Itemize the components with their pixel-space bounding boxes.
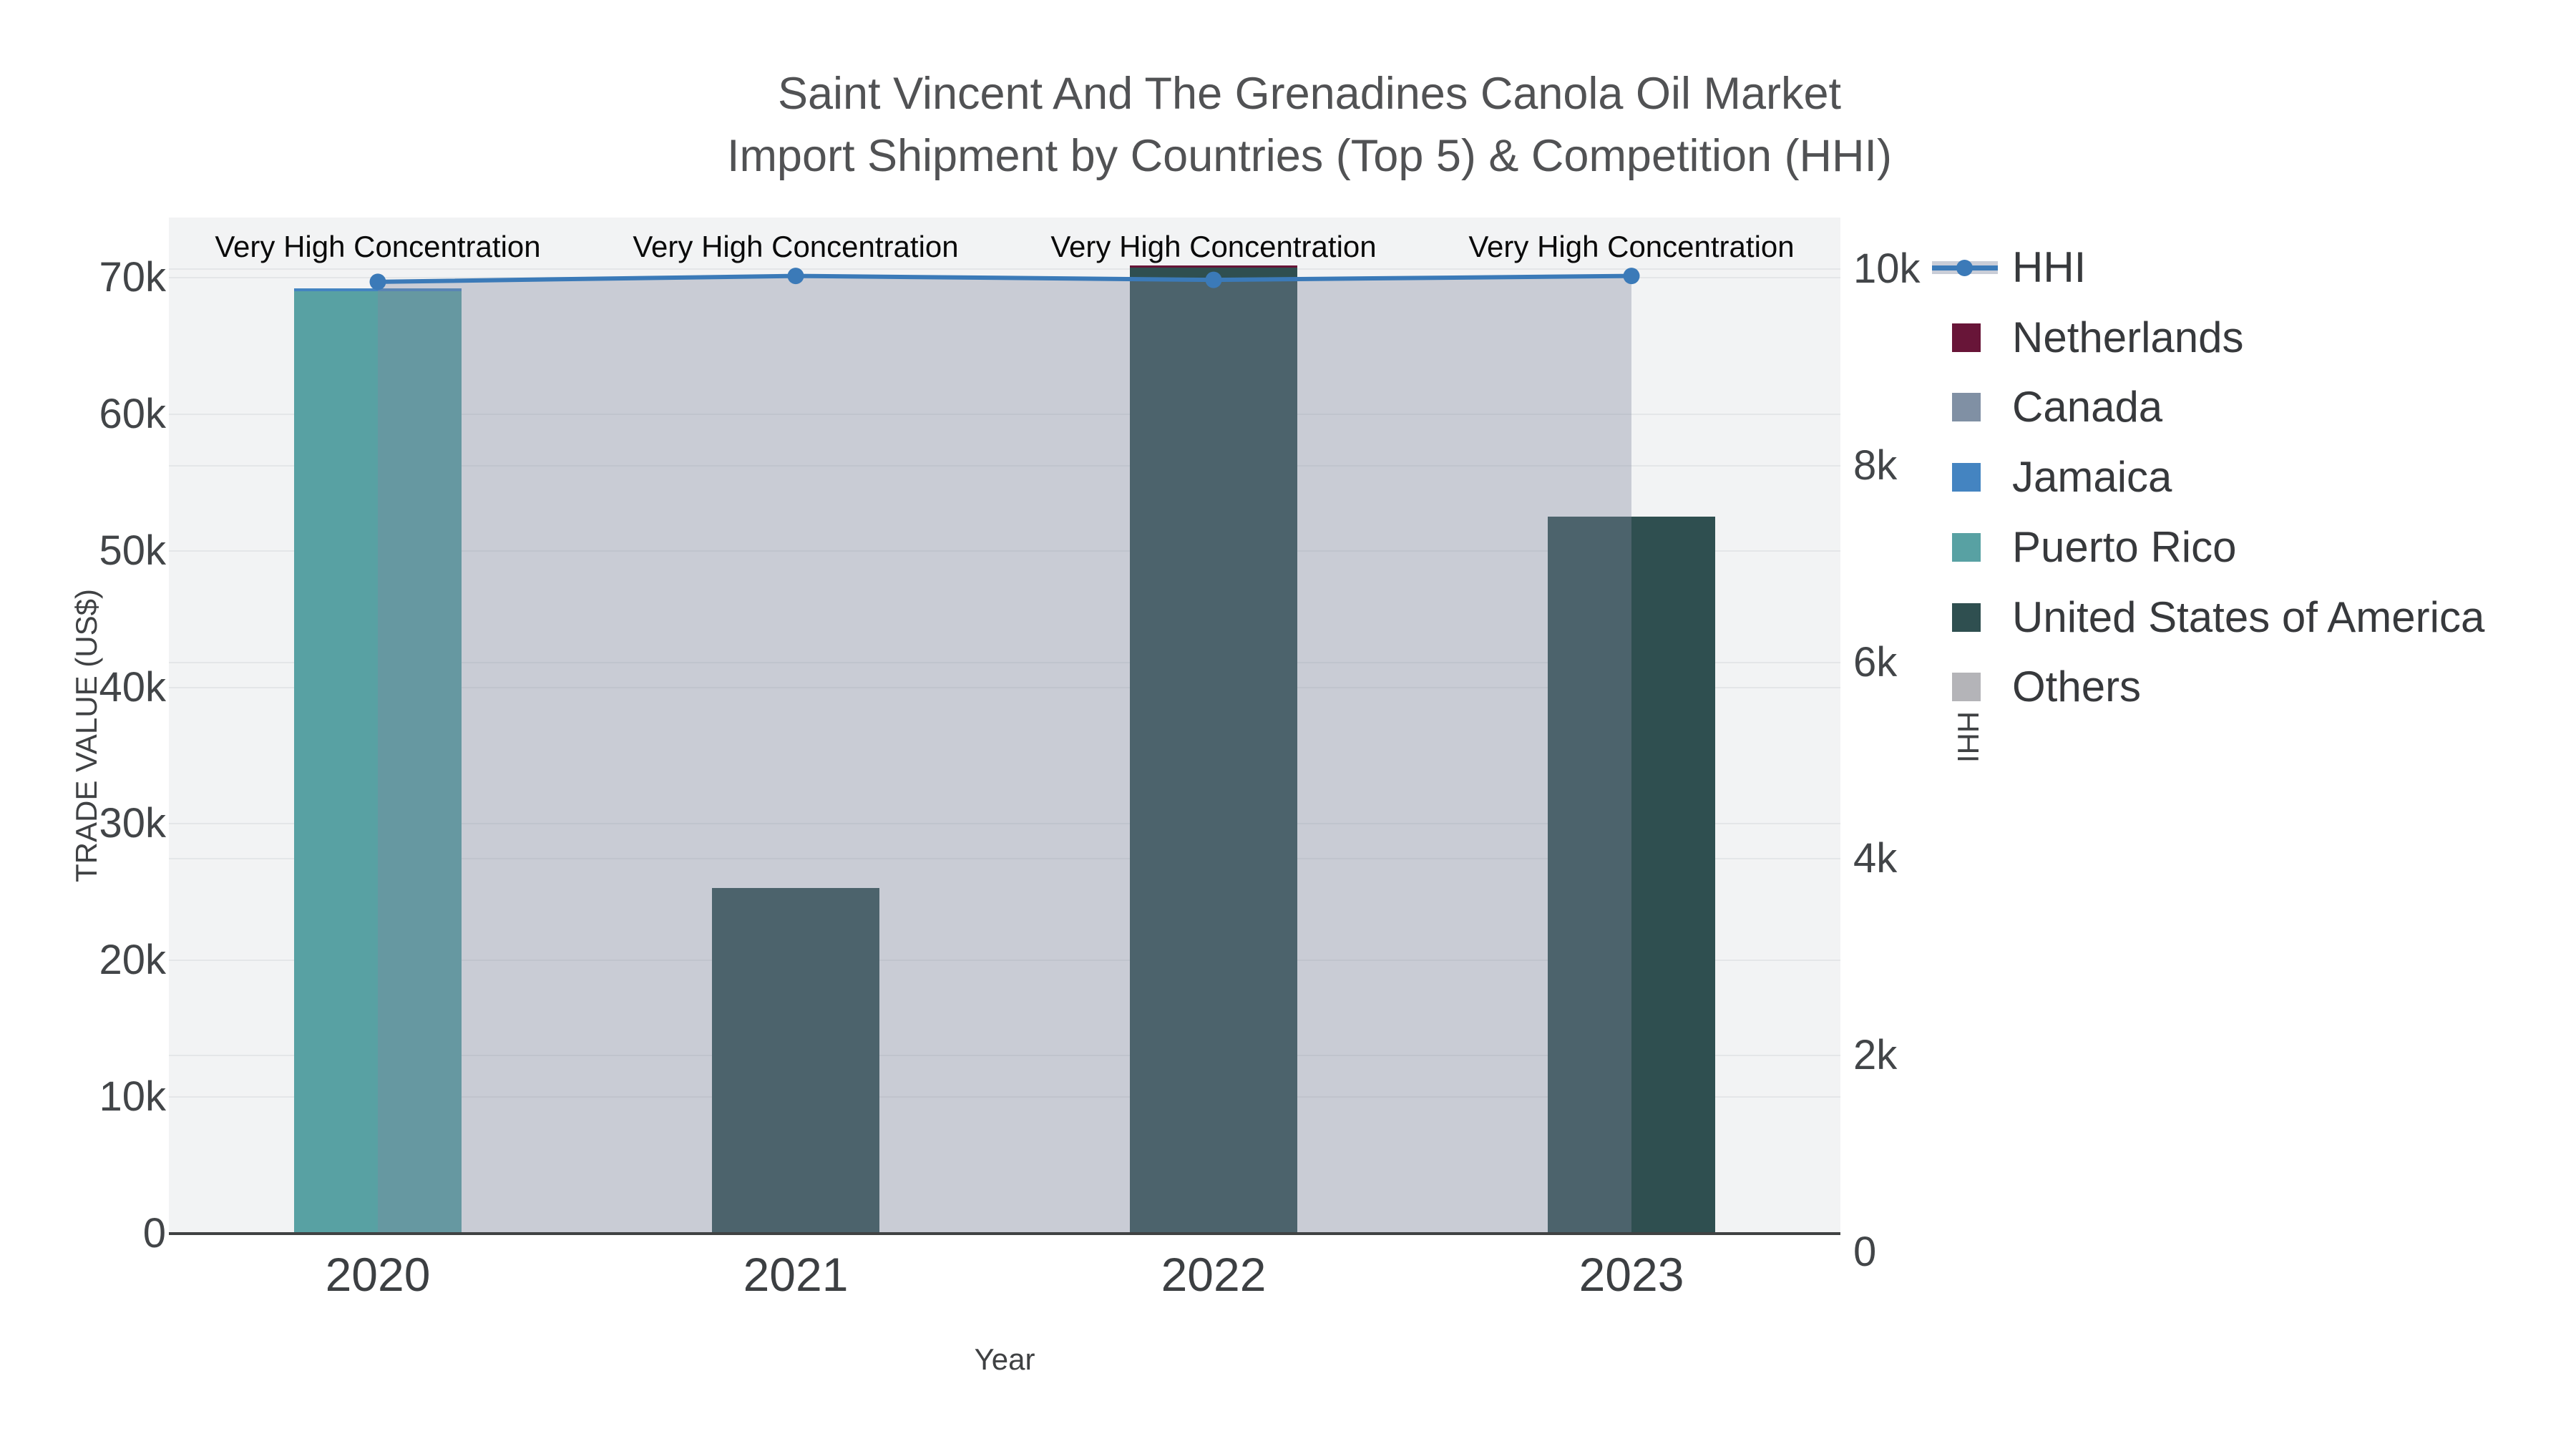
- legend-item-others[interactable]: Others: [1932, 662, 2141, 712]
- y-axis-tick-left-0: 0: [142, 1210, 166, 1257]
- gridline-left-40000: [169, 686, 1840, 688]
- legend-swatch-united-states-of-america: [1932, 601, 1998, 634]
- concentration-annotation-2020: Very High Concentration: [215, 230, 541, 263]
- legend-item-hhi[interactable]: HHI: [1932, 243, 2086, 293]
- y-axis-tick-right-8k: 8k: [1853, 441, 1898, 489]
- chart-title-line-1: Saint Vincent And The Grenadines Canola …: [777, 69, 1842, 119]
- x-axis-title: Year: [974, 1342, 1035, 1376]
- y-axis-tick-left-20k: 20k: [99, 937, 166, 984]
- legend-label: United States of America: [2012, 592, 2485, 641]
- legend-item-jamaica[interactable]: Jamaica: [1932, 452, 2172, 502]
- color-swatch-icon: [1952, 323, 1981, 352]
- y-axis-tick-left-40k: 40k: [99, 663, 166, 711]
- x-axis-tick-2021: 2021: [743, 1248, 849, 1301]
- legend-swatch-others: [1932, 670, 1998, 703]
- y-axis-tick-left-50k: 50k: [99, 527, 166, 574]
- concentration-annotation-2021: Very High Concentration: [633, 230, 959, 263]
- gridline-right-8000: [169, 464, 1840, 467]
- legend-item-netherlands[interactable]: Netherlands: [1932, 313, 2244, 363]
- legend-label: Puerto Rico: [2012, 522, 2237, 571]
- y-axis-title-left: TRADE VALUE (US$): [69, 589, 103, 882]
- y-axis-tick-right-10k: 10k: [1853, 245, 1921, 292]
- bar-2020-jamaica: [294, 288, 462, 292]
- y-axis-tick-right-2k: 2k: [1853, 1032, 1898, 1079]
- y-axis-tick-right-4k: 4k: [1853, 835, 1898, 882]
- gridline-left-30000: [169, 823, 1840, 825]
- y-axis-tick-right-0: 0: [1853, 1229, 1877, 1275]
- gridline-right-6000: [169, 661, 1840, 663]
- bar-2020-puerto-rico: [294, 291, 462, 1234]
- gridline-left-60000: [169, 413, 1840, 415]
- legend-label: Jamaica: [2012, 453, 2172, 502]
- x-axis-tick-2020: 2020: [325, 1248, 431, 1301]
- chart-title-line-2: Import Shipment by Countries (Top 5) & C…: [726, 131, 1893, 181]
- legend-label: Netherlands: [2012, 313, 2244, 361]
- concentration-annotation-2023: Very High Concentration: [1468, 230, 1795, 263]
- color-swatch-icon: [1952, 673, 1981, 702]
- bar-2021-united-states-of-america: [712, 888, 879, 1234]
- legend-swatch-canada: [1932, 391, 1998, 424]
- color-swatch-icon: [1952, 393, 1981, 422]
- gridline-right-4000: [169, 858, 1840, 860]
- y-axis-tick-left-60k: 60k: [99, 390, 166, 437]
- color-swatch-icon: [1952, 602, 1981, 632]
- bar-2022-netherlands: [1130, 265, 1297, 268]
- legend-swatch-netherlands: [1932, 321, 1998, 354]
- bar-2023-united-states-of-america: [1548, 517, 1715, 1234]
- legend-swatch-jamaica: [1932, 461, 1998, 494]
- legend-label: Canada: [2012, 383, 2163, 431]
- hhi-legend-dot: [1956, 260, 1973, 276]
- y-axis-tick-left-70k: 70k: [99, 254, 166, 301]
- gridline-left-10000: [169, 1096, 1840, 1098]
- color-swatch-icon: [1952, 532, 1981, 562]
- legend-swatch-puerto-rico: [1932, 531, 1998, 564]
- x-axis-line: [169, 1232, 1840, 1235]
- gridline-left-20000: [169, 960, 1840, 962]
- hhi-legend-icon: [1932, 251, 1998, 284]
- bar-2022-united-states-of-america: [1130, 267, 1297, 1234]
- y-axis-tick-right-6k: 6k: [1853, 638, 1898, 686]
- y-axis-tick-left-10k: 10k: [99, 1073, 166, 1121]
- gridline-left-70000: [169, 277, 1840, 278]
- legend-label: HHI: [2012, 243, 2087, 291]
- x-axis-tick-2023: 2023: [1579, 1248, 1684, 1301]
- concentration-annotation-2022: Very High Concentration: [1050, 230, 1377, 263]
- legend-item-puerto-rico[interactable]: Puerto Rico: [1932, 522, 2236, 572]
- color-swatch-icon: [1952, 463, 1981, 492]
- x-axis-tick-2022: 2022: [1161, 1248, 1267, 1301]
- legend-label: Others: [2012, 663, 2142, 711]
- gridline-right-10000: [169, 268, 1840, 270]
- legend-item-canada[interactable]: Canada: [1932, 382, 2162, 432]
- gridline-left-50000: [169, 550, 1840, 552]
- y-axis-tick-left-30k: 30k: [99, 800, 166, 847]
- legend-item-united-states-of-america[interactable]: United States of America: [1932, 592, 2484, 643]
- gridline-right-2000: [169, 1055, 1840, 1057]
